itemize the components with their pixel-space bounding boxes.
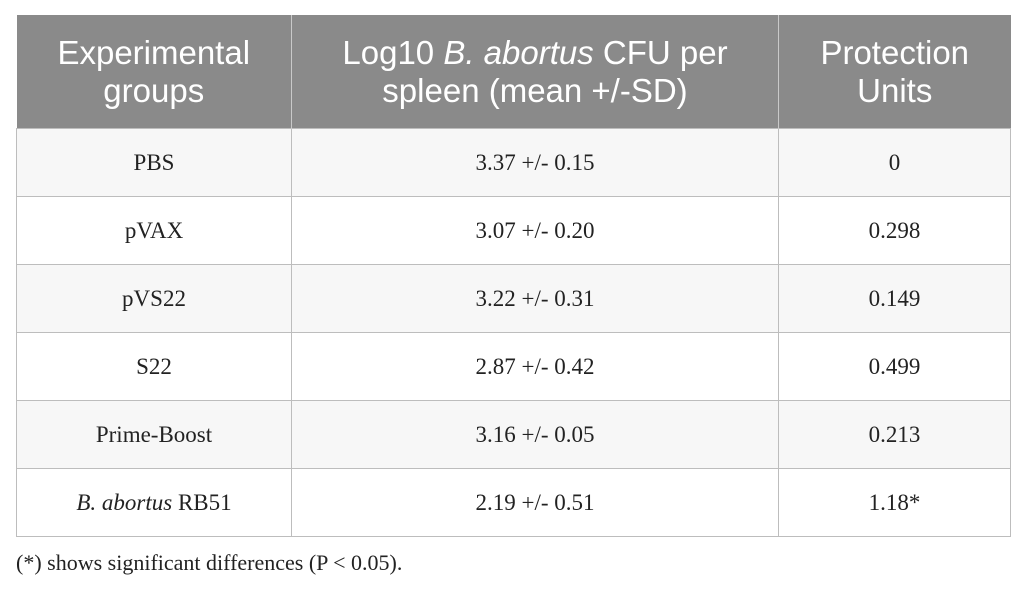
cell-protection: 1.18* <box>778 468 1011 537</box>
cell-cfu: 2.87 +/- 0.42 <box>291 332 779 401</box>
cell-group-text: pVS22 <box>122 285 186 311</box>
cell-group: Prime-Boost <box>16 400 292 469</box>
cell-group-text: PBS <box>133 149 175 175</box>
cell-protection: 0.499 <box>778 332 1011 401</box>
header-cfu-suffix: CFU per spleen (mean +/-SD) <box>382 33 728 109</box>
header-cfu-species: B. abortus <box>443 33 594 71</box>
cell-group-text: Prime-Boost <box>95 421 213 447</box>
cell-group-text: S22 <box>136 353 172 379</box>
table-row: Prime-Boost 3.16 +/- 0.05 0.213 <box>16 400 1011 469</box>
table-row: pVS22 3.22 +/- 0.31 0.149 <box>16 264 1011 333</box>
header-cfu: Log10 B. abortus CFU per spleen (mean +/… <box>291 15 779 129</box>
cell-group: PBS <box>16 128 292 197</box>
cell-cfu: 3.16 +/- 0.05 <box>291 400 779 469</box>
results-table-container: Experimental groups Log10 B. abortus CFU… <box>16 15 1011 537</box>
cell-group-text: RB51 <box>172 489 232 515</box>
table-row: S22 2.87 +/- 0.42 0.499 <box>16 332 1011 401</box>
cell-group: pVS22 <box>16 264 292 333</box>
cell-cfu: 3.07 +/- 0.20 <box>291 196 779 265</box>
protection-table: Experimental groups Log10 B. abortus CFU… <box>16 15 1011 537</box>
cell-cfu: 2.19 +/- 0.51 <box>291 468 779 537</box>
cell-group-text: pVAX <box>124 217 184 243</box>
cell-group: pVAX <box>16 196 292 265</box>
header-cfu-prefix: Log10 <box>342 33 444 71</box>
cell-protection: 0 <box>778 128 1011 197</box>
cell-group-italic: B. abortus <box>76 489 173 515</box>
cell-cfu: 3.37 +/- 0.15 <box>291 128 779 197</box>
cell-protection: 0.298 <box>778 196 1011 265</box>
cell-cfu: 3.22 +/- 0.31 <box>291 264 779 333</box>
header-row: Experimental groups Log10 B. abortus CFU… <box>16 15 1011 129</box>
cell-group: S22 <box>16 332 292 401</box>
cell-protection: 0.149 <box>778 264 1011 333</box>
header-protection-units: Protection Units <box>778 15 1011 129</box>
cell-protection: 0.213 <box>778 400 1011 469</box>
table-footnote: (*) shows significant differences (P < 0… <box>16 550 403 575</box>
cell-group: B. abortus RB51 <box>16 468 292 537</box>
table-row: PBS 3.37 +/- 0.15 0 <box>16 128 1011 197</box>
header-experimental-groups: Experimental groups <box>16 15 292 129</box>
table-row: pVAX 3.07 +/- 0.20 0.298 <box>16 196 1011 265</box>
table-row: B. abortus RB51 2.19 +/- 0.51 1.18* <box>16 468 1011 537</box>
